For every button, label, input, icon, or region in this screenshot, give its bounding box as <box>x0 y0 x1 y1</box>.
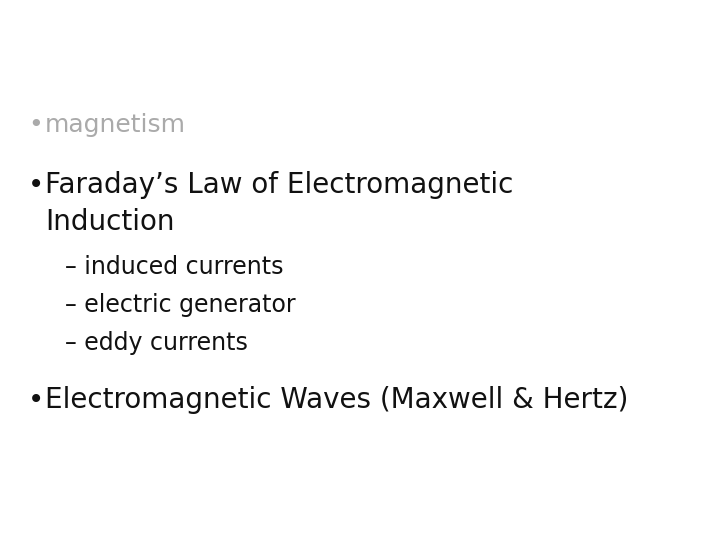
Text: Induction: Induction <box>45 208 174 236</box>
Text: – induced currents: – induced currents <box>65 255 284 279</box>
Text: L 28  Electricity and Magnetism [6]: L 28 Electricity and Magnetism [6] <box>18 24 720 58</box>
Text: – eddy currents: – eddy currents <box>65 331 248 355</box>
Text: •: • <box>28 386 44 414</box>
Text: •: • <box>28 113 42 137</box>
Text: – electric generator: – electric generator <box>65 293 296 317</box>
Text: Electromagnetic Waves (Maxwell & Hertz): Electromagnetic Waves (Maxwell & Hertz) <box>45 386 629 414</box>
Text: Faraday’s Law of Electromagnetic: Faraday’s Law of Electromagnetic <box>45 171 513 199</box>
Text: •: • <box>28 171 44 199</box>
Text: magnetism: magnetism <box>45 113 186 137</box>
